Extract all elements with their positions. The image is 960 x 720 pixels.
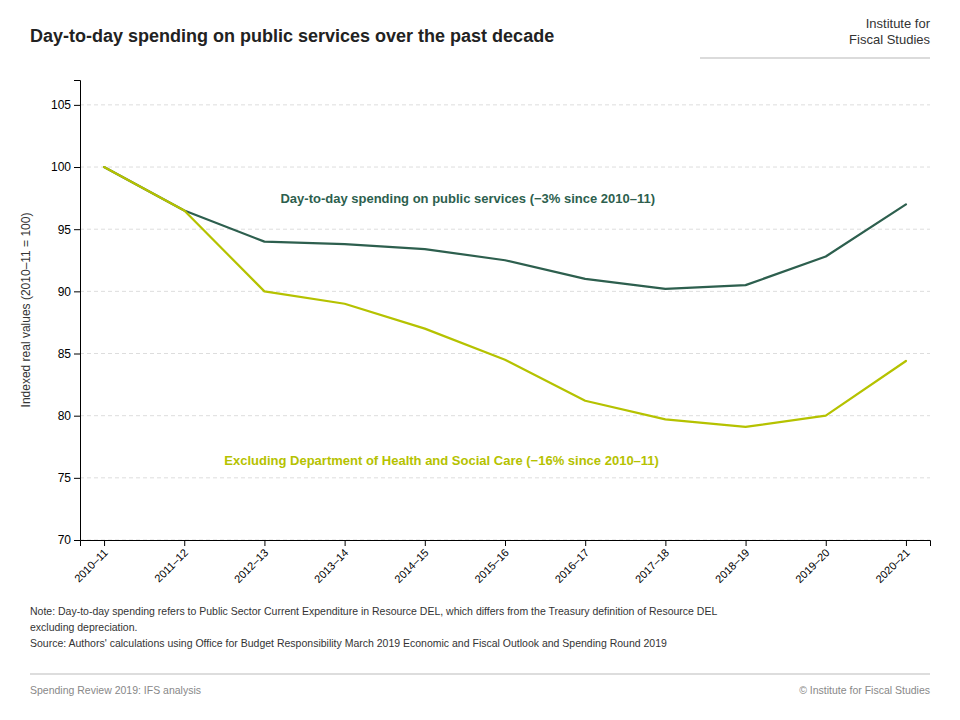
x-tick-label: 2018–19 — [713, 546, 752, 585]
y-tick-label: 85 — [58, 347, 72, 361]
x-tick: 2011–12 — [152, 540, 190, 584]
x-tick-label: 2013–14 — [312, 546, 351, 585]
y-tick-mark — [74, 167, 80, 168]
logo-text: Institute for — [866, 16, 931, 31]
x-tick-mark — [585, 540, 586, 546]
footer-text: Spending Review 2019: IFS analysis — [30, 684, 201, 696]
series-line — [104, 167, 906, 289]
footer-text: © Institute for Fiscal Studies — [799, 684, 930, 696]
annotation-background — [222, 452, 661, 469]
footer-rule — [30, 674, 930, 675]
y-tick-mark — [74, 540, 80, 541]
x-tick: 2019–20 — [793, 540, 832, 585]
x-tick-mark — [826, 540, 827, 546]
y-tick-label: 90 — [58, 285, 72, 299]
note: Note: Day-to-day spending refers to Publ… — [30, 605, 717, 617]
y-tick-mark — [74, 229, 80, 230]
x-tick: 2015–16 — [472, 540, 511, 585]
grid-line — [80, 477, 930, 478]
series-group — [104, 167, 906, 427]
grid-line — [80, 415, 930, 416]
chart-container: Day-to-day spending on public services o… — [0, 0, 960, 720]
x-tick-mark — [665, 540, 666, 546]
logo-rule — [700, 58, 930, 59]
y-tick-mark — [74, 105, 80, 106]
y-axis: 70 75 80 85 90 95 100 105 — [51, 81, 81, 548]
y-tick-label: 75 — [58, 471, 72, 485]
x-tick-mark — [184, 540, 185, 546]
x-tick: 2016–17 — [552, 540, 591, 585]
logo: Institute forFiscal Studies — [700, 16, 931, 58]
series-line — [104, 167, 906, 427]
chart-svg: Day-to-day spending on public services o… — [0, 0, 960, 720]
x-tick-mark — [345, 540, 346, 546]
x-tick-mark — [104, 540, 105, 546]
x-tick-label: 2011–12 — [152, 546, 190, 584]
x-axis-line — [81, 541, 931, 547]
x-tick-mark — [505, 540, 506, 546]
grid-line — [80, 353, 930, 354]
grid-line — [80, 167, 930, 168]
x-tick-label: 2012–13 — [232, 546, 271, 585]
x-tick: 2020–21 — [873, 540, 912, 585]
x-tick-label: 2010–11 — [72, 546, 110, 584]
x-tick: 2017–18 — [633, 540, 672, 585]
plot: 7075808590951001052010–112011–122012–132… — [19, 81, 931, 586]
y-tick-label: 80 — [58, 409, 72, 423]
grid-line — [80, 104, 930, 105]
x-tick-mark — [746, 540, 747, 546]
y-axis-title: Indexed real values (2010–11 = 100) — [19, 213, 33, 408]
annotation: Day-to-day spending on public services (… — [280, 191, 655, 206]
x-tick-label: 2014–15 — [392, 546, 431, 585]
x-tick-label: 2015–16 — [472, 546, 511, 585]
x-tick: 2010–11 — [72, 540, 110, 584]
x-tick-label: 2017–18 — [633, 546, 672, 585]
y-tick-mark — [74, 354, 80, 355]
x-tick: 2018–19 — [713, 540, 752, 585]
x-tick-mark — [906, 540, 907, 546]
note: excluding depreciation. — [30, 621, 137, 633]
y-tick-label: 70 — [58, 533, 72, 547]
y-tick-label: 105 — [51, 98, 71, 112]
y-tick: 100 — [51, 160, 80, 174]
x-axis: 2010–11 2011–12 2012–13 2013–14 2014–15 2015–… — [72, 540, 931, 585]
logo-text: Fiscal Studies — [849, 32, 930, 47]
note: Source: Authors' calculations using Offi… — [30, 637, 667, 649]
y-tick: 75 — [58, 471, 80, 485]
annotations: Day-to-day spending on public services (… — [222, 190, 661, 469]
grid-line — [80, 291, 930, 292]
x-tick-mark — [264, 540, 265, 546]
y-tick-label: 100 — [51, 160, 71, 174]
grid-line — [80, 229, 930, 230]
y-tick: 70 — [58, 533, 80, 547]
x-tick-label: 2019–20 — [793, 546, 832, 585]
x-tick: 2013–14 — [312, 540, 351, 585]
x-tick: 2014–15 — [392, 540, 431, 585]
x-tick-label: 2016–17 — [552, 546, 591, 585]
y-tick: 105 — [51, 98, 80, 112]
annotation: Excluding Department of Health and Socia… — [224, 453, 659, 468]
y-tick: 90 — [58, 285, 80, 299]
title: Day-to-day spending on public services o… — [30, 26, 554, 46]
y-tick: 85 — [58, 347, 80, 361]
grid — [80, 105, 930, 540]
y-axis-line — [74, 81, 81, 541]
y-tick-mark — [74, 478, 80, 479]
y-tick-mark — [74, 416, 80, 417]
y-tick-label: 95 — [58, 223, 72, 237]
annotation-background — [278, 190, 657, 207]
x-tick-label: 2020–21 — [873, 546, 912, 585]
y-tick: 80 — [58, 409, 80, 423]
x-tick: 2012–13 — [232, 540, 271, 585]
y-tick: 95 — [58, 223, 80, 237]
y-tick-mark — [74, 291, 80, 292]
x-tick-mark — [425, 540, 426, 546]
